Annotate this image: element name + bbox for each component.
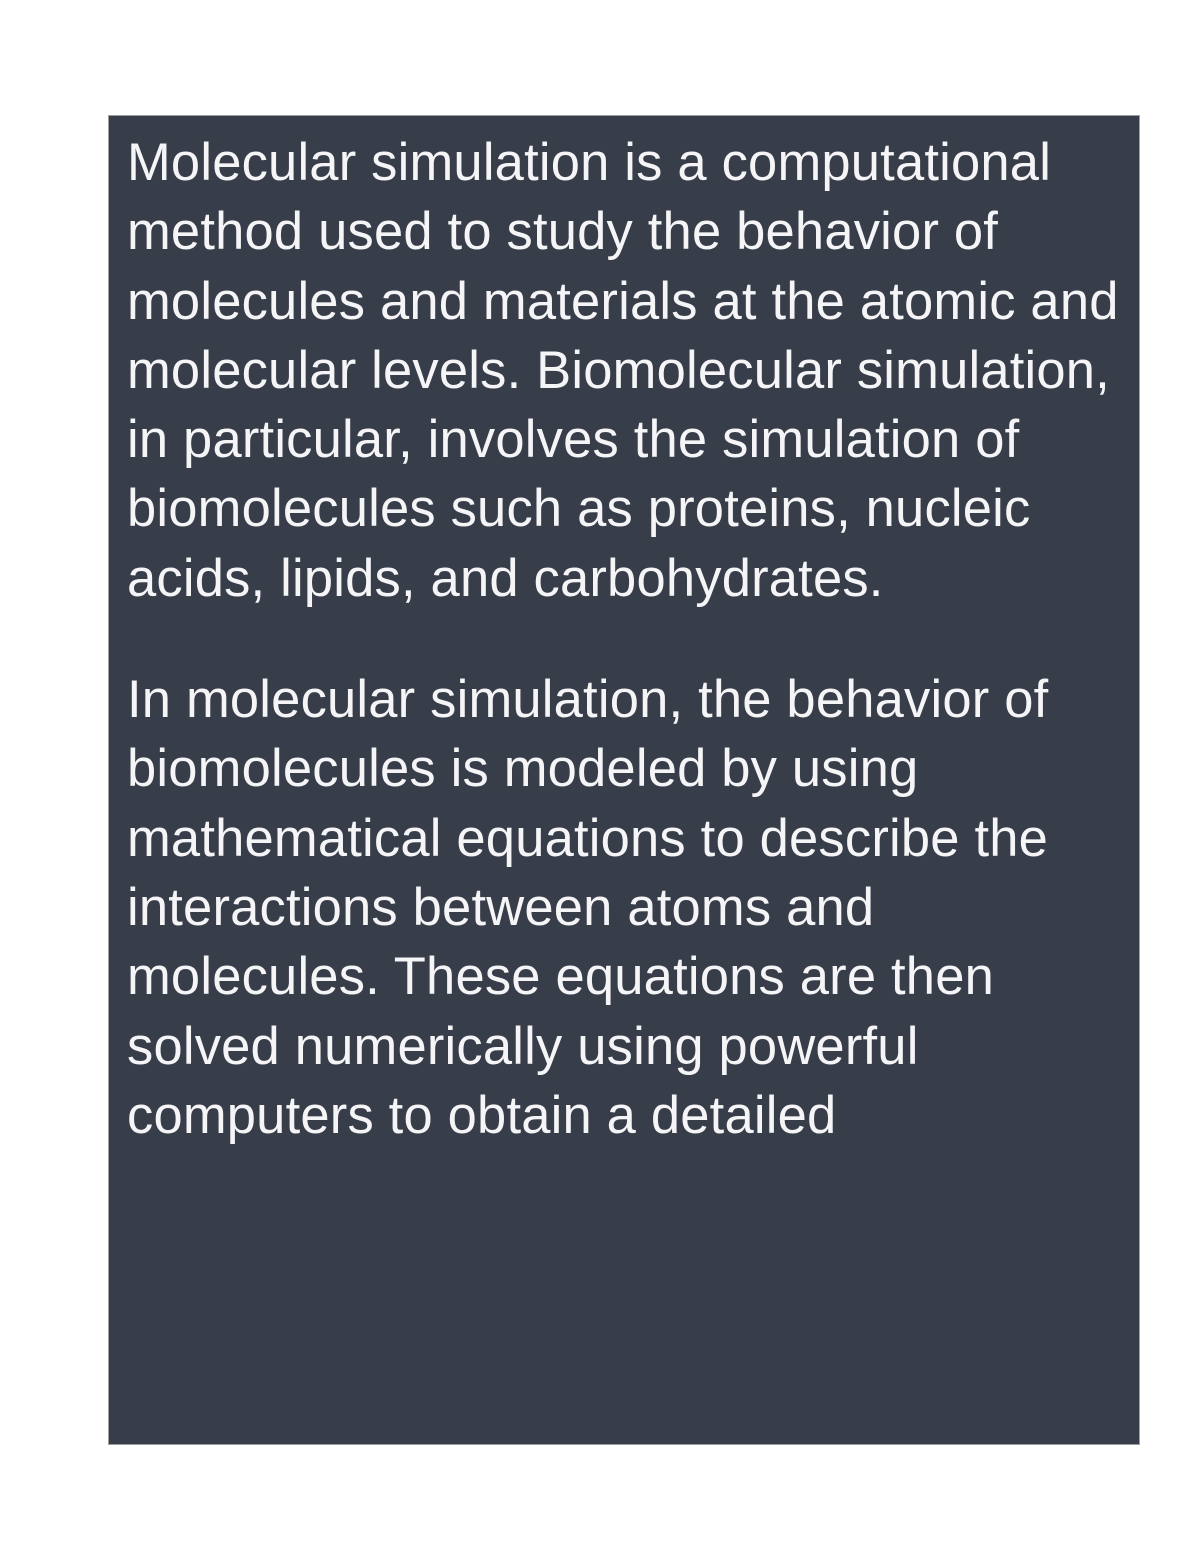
- paragraph-2: In molecular simulation, the behavior of…: [127, 665, 1125, 1150]
- text-content-panel: Molecular simulation is a computational …: [108, 115, 1140, 1445]
- paragraph-1: Molecular simulation is a computational …: [127, 128, 1125, 613]
